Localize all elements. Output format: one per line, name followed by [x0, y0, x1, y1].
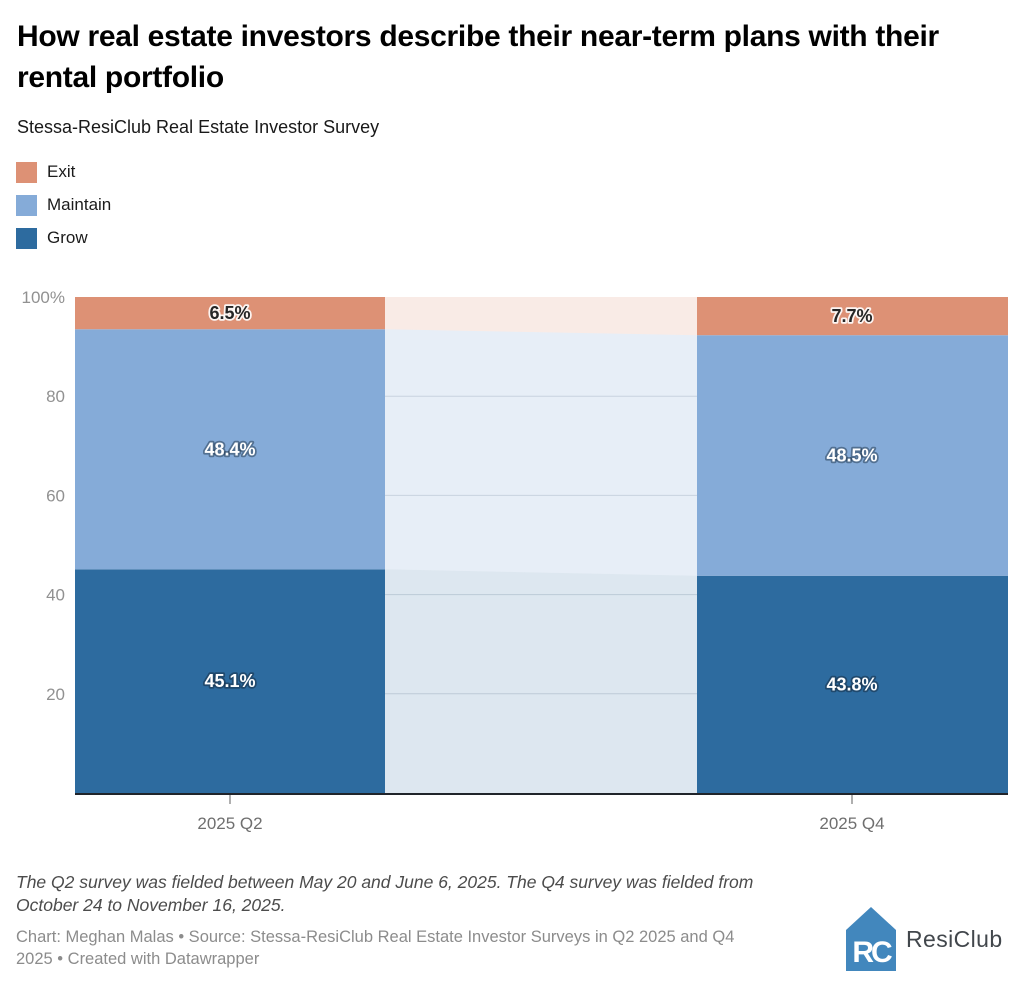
legend-swatch-exit	[16, 161, 37, 183]
value-label-exit-2: 7.7%	[831, 306, 872, 326]
bar-segment-grow-2025-q2[interactable]	[75, 569, 385, 793]
legend-item-exit: Exit	[16, 161, 111, 183]
x-axis-label-1: 2025 Q2	[197, 814, 262, 833]
value-label-maintain-1: 48.4%	[204, 439, 255, 459]
bar-segment-maintain-2025-q2[interactable]	[75, 329, 385, 570]
value-label-grow-2: 43.8%	[826, 674, 877, 694]
value-label-grow-1: 45.1%	[204, 671, 255, 691]
connecting-area-grow	[385, 569, 697, 793]
page-title: How real estate investors describe their…	[17, 20, 939, 95]
value-label-maintain-2: 48.5%	[826, 445, 877, 465]
resiclub-wordmark: ResiClub	[906, 925, 1003, 952]
bar-segment-exit-2025-q4[interactable]	[697, 297, 1008, 336]
legend-item-grow: Grow	[16, 227, 111, 249]
resiclub-monogram: RC	[852, 936, 892, 969]
legend-label-grow: Grow	[47, 228, 88, 247]
bar-segment-exit-2025-q2[interactable]	[75, 297, 385, 330]
chart-byline: Chart: Meghan Malas • Source: Stessa-Res…	[16, 928, 735, 968]
bar-segment-maintain-2025-q4[interactable]	[697, 335, 1008, 576]
value-label-exit-1: 6.5%	[209, 303, 250, 323]
stacked-column-chart: 100% 80 60 40 20 45.1% 48.4% 6.5% 43.8% 48.5% 7.7%…	[22, 288, 1008, 833]
x-axis-label-2: 2025 Q4	[819, 814, 884, 833]
y-axis-tick-label: 80	[46, 387, 65, 406]
legend-swatch-grow	[16, 227, 37, 249]
connecting-area-maintain	[385, 329, 697, 576]
chart-subtitle: Stessa-ResiClub Real Estate Investor Sur…	[17, 117, 380, 137]
legend-swatch-maintain	[16, 194, 37, 216]
legend-item-maintain: Maintain	[16, 194, 111, 216]
y-axis-tick-label: 40	[46, 586, 65, 605]
bar-segment-grow-2025-q4[interactable]	[697, 575, 1008, 793]
chart-footnote: The Q2 survey was fielded between May 20…	[16, 872, 754, 916]
resiclub-house-icon: RC	[846, 907, 896, 971]
connecting-area-exit	[385, 297, 697, 336]
legend-label-maintain: Maintain	[47, 195, 112, 214]
legend: Exit Maintain Grow	[16, 161, 111, 260]
y-axis-tick-label: 20	[46, 685, 65, 704]
y-axis-tick-label: 60	[46, 486, 65, 505]
y-axis-tick-label: 100%	[22, 288, 65, 307]
resiclub-logo[interactable]: RC ResiClub	[845, 906, 1003, 972]
legend-label-exit: Exit	[47, 162, 76, 181]
